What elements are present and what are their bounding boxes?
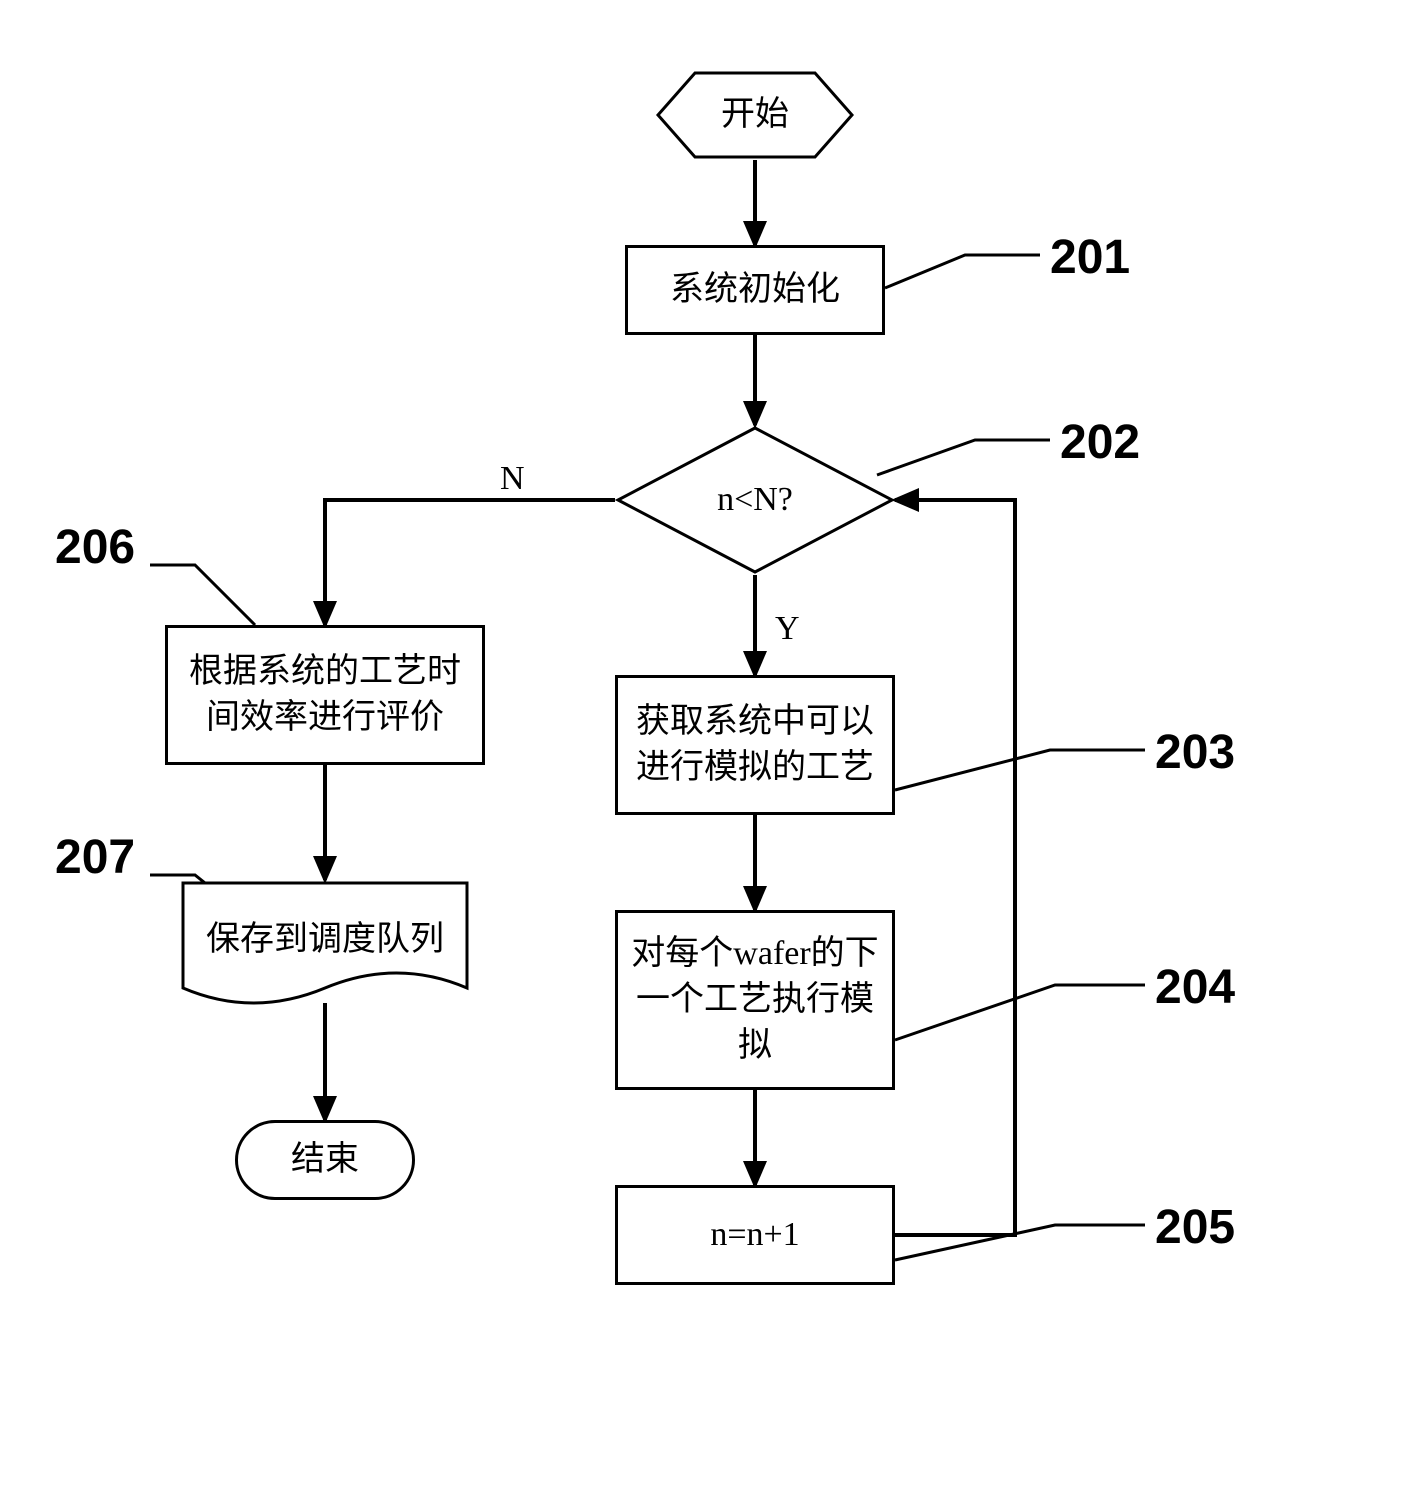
ref-201: 201 (1050, 230, 1130, 285)
end-label: 结束 (291, 1137, 359, 1183)
end-terminator: 结束 (235, 1120, 415, 1200)
flowchart-container: 开始 系统初始化 n<N? 获取系统中可以进行模拟的工艺 对每个wafer的下一… (0, 0, 1424, 1495)
ref-207: 207 (55, 830, 135, 885)
ref-206: 206 (55, 520, 135, 575)
process-init: 系统初始化 (625, 245, 885, 335)
edge-label-N: N (500, 460, 525, 498)
process-simulate-wafer-label: 对每个wafer的下一个工艺执行模拟 (626, 931, 884, 1069)
process-evaluate: 根据系统的工艺时间效率进行评价 (165, 625, 485, 765)
ref-203: 203 (1155, 725, 1235, 780)
process-increment-label: n=n+1 (710, 1212, 799, 1258)
decision-n-less-N: n<N? (615, 425, 895, 575)
process-simulate-wafer: 对每个wafer的下一个工艺执行模拟 (615, 910, 895, 1090)
process-evaluate-label: 根据系统的工艺时间效率进行评价 (176, 649, 474, 741)
document-save-queue-label: 保存到调度队列 (206, 917, 444, 978)
ref-204: 204 (1155, 960, 1235, 1015)
edge-label-Y: Y (775, 610, 800, 648)
ref-205: 205 (1155, 1200, 1235, 1255)
document-save-queue: 保存到调度队列 (180, 880, 470, 1015)
process-increment: n=n+1 (615, 1185, 895, 1285)
decision-label: n<N? (717, 477, 793, 523)
process-init-label: 系统初始化 (670, 267, 840, 313)
start-terminator: 开始 (655, 70, 855, 160)
start-label: 开始 (721, 92, 789, 138)
ref-202: 202 (1060, 415, 1140, 470)
process-get-simulatable: 获取系统中可以进行模拟的工艺 (615, 675, 895, 815)
process-get-simulatable-label: 获取系统中可以进行模拟的工艺 (626, 699, 884, 791)
